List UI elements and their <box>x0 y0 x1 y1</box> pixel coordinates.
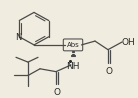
Text: N: N <box>16 33 22 42</box>
Text: Abs: Abs <box>67 42 79 48</box>
Text: OH: OH <box>121 38 135 47</box>
FancyBboxPatch shape <box>63 39 83 51</box>
Text: ṄH: ṄH <box>72 60 74 61</box>
Text: O: O <box>105 67 112 76</box>
Text: O: O <box>54 88 60 97</box>
Text: NH: NH <box>66 62 80 71</box>
